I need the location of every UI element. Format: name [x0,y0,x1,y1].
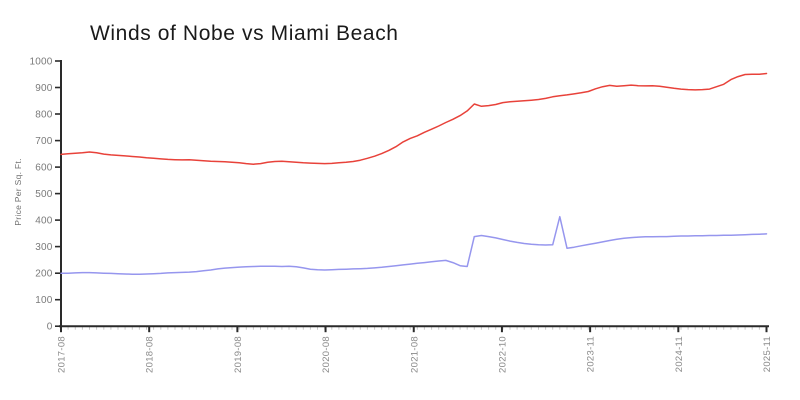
x-tick-label: 2022-10 [497,336,508,373]
y-tick-label: 0 [47,322,53,333]
y-tick-label: 1000 [29,57,52,68]
y-tick-label: 400 [35,216,53,227]
x-tick-label: 2018-08 [145,336,156,373]
x-tick-label: 2019-08 [233,336,244,373]
blue-series-line [60,215,768,275]
red-series-line [60,72,768,165]
y-tick-label: 500 [35,189,53,200]
x-tick-label: 2020-08 [321,336,332,373]
y-tick-label: 800 [35,110,53,121]
y-tick-label: 900 [35,83,53,94]
x-tick-label: 2021-08 [409,336,420,373]
y-tick-label: 300 [35,242,53,253]
y-tick-label: 600 [35,163,53,174]
y-tick-label: 100 [35,295,53,306]
x-tick-label: 2017-08 [57,336,68,373]
y-axis-label: Price Per Sq. Ft. [13,158,23,225]
x-tick-label: 2025-11 [762,336,773,372]
y-tick-label: 200 [35,269,53,280]
x-tick-label: 2023-11 [586,336,597,372]
chart-title: Winds of Nobe vs Miami Beach [90,22,399,45]
y-tick-label: 700 [35,136,53,147]
x-tick-label: 2024-11 [674,336,685,372]
